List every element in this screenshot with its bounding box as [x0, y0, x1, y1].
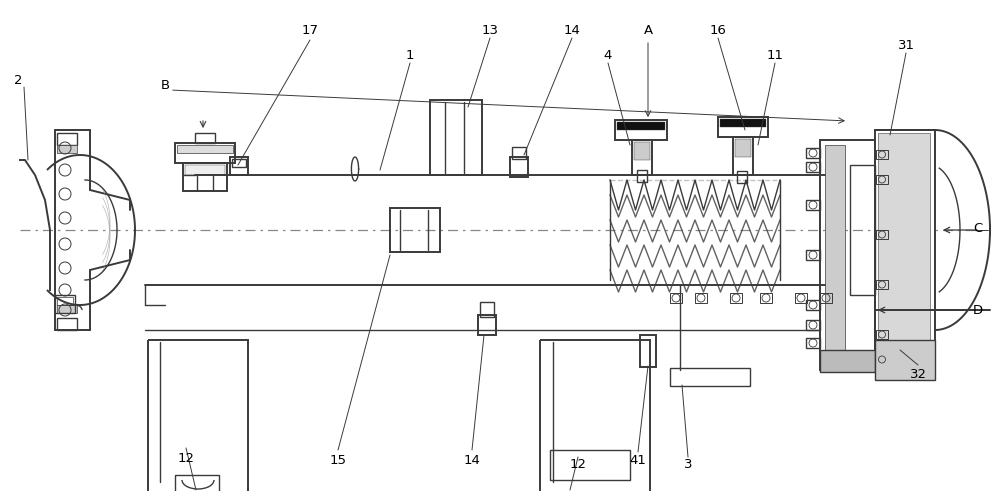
Text: 31: 31	[898, 38, 914, 52]
Text: 4: 4	[604, 49, 612, 61]
Bar	[806, 148, 820, 158]
Bar	[806, 162, 820, 172]
Text: 3: 3	[684, 459, 692, 471]
Text: 15: 15	[330, 454, 347, 466]
Bar	[720, 119, 766, 127]
Bar	[875, 340, 935, 380]
Bar	[232, 159, 246, 167]
Bar	[478, 315, 496, 335]
Bar	[175, 143, 235, 163]
Bar	[820, 350, 875, 372]
Bar	[737, 171, 747, 183]
Text: D: D	[973, 303, 983, 317]
Text: 1: 1	[406, 49, 414, 61]
Bar	[632, 140, 652, 175]
Bar	[550, 450, 630, 480]
Bar	[730, 293, 742, 303]
Bar	[183, 163, 227, 191]
Text: 32: 32	[910, 369, 926, 382]
Bar	[850, 165, 875, 295]
Bar	[148, 340, 248, 491]
Text: 12: 12	[178, 452, 194, 464]
Bar	[825, 145, 845, 365]
Bar	[718, 117, 768, 137]
Bar	[878, 133, 930, 367]
Bar	[795, 293, 807, 303]
Text: C: C	[973, 221, 983, 235]
Bar	[640, 335, 656, 367]
Text: 14: 14	[464, 454, 480, 466]
Text: 14: 14	[564, 24, 580, 36]
Bar	[540, 340, 650, 491]
Text: 41: 41	[630, 454, 646, 466]
Bar	[57, 297, 73, 305]
Bar	[806, 338, 820, 348]
Bar	[175, 475, 219, 491]
Bar	[806, 320, 820, 330]
Bar	[57, 133, 77, 145]
Bar	[820, 140, 875, 370]
Bar	[876, 280, 888, 289]
Bar	[510, 157, 528, 177]
Bar	[670, 293, 682, 303]
Bar	[806, 300, 820, 310]
Text: 16: 16	[710, 24, 726, 36]
Bar	[733, 137, 753, 175]
Bar	[670, 368, 750, 386]
Text: 17: 17	[302, 24, 318, 36]
Bar	[390, 208, 440, 252]
Bar	[55, 295, 75, 313]
Bar	[230, 157, 248, 175]
Bar	[876, 175, 888, 184]
Bar	[615, 120, 667, 140]
Bar	[735, 139, 751, 157]
Text: 2: 2	[14, 74, 22, 86]
Bar	[820, 293, 832, 303]
Bar	[760, 293, 772, 303]
Text: 12: 12	[570, 459, 586, 471]
Bar	[637, 170, 647, 182]
Bar	[480, 302, 494, 317]
Bar	[57, 305, 77, 313]
Bar	[876, 330, 888, 339]
Bar	[634, 142, 650, 160]
Bar	[695, 293, 707, 303]
Bar	[430, 100, 482, 175]
Bar	[876, 230, 888, 239]
Bar	[57, 318, 77, 330]
Bar	[875, 130, 935, 370]
Bar	[876, 150, 888, 159]
Text: B: B	[160, 79, 170, 91]
Bar	[617, 122, 665, 130]
Text: 13: 13	[482, 24, 498, 36]
Bar	[177, 145, 233, 153]
Bar	[806, 250, 820, 260]
Bar	[876, 355, 888, 364]
Bar	[57, 145, 77, 153]
Bar	[195, 133, 215, 143]
Bar	[512, 147, 526, 159]
Bar	[185, 165, 225, 175]
Text: 11: 11	[767, 49, 784, 61]
Text: A: A	[643, 24, 653, 36]
Bar	[806, 200, 820, 210]
